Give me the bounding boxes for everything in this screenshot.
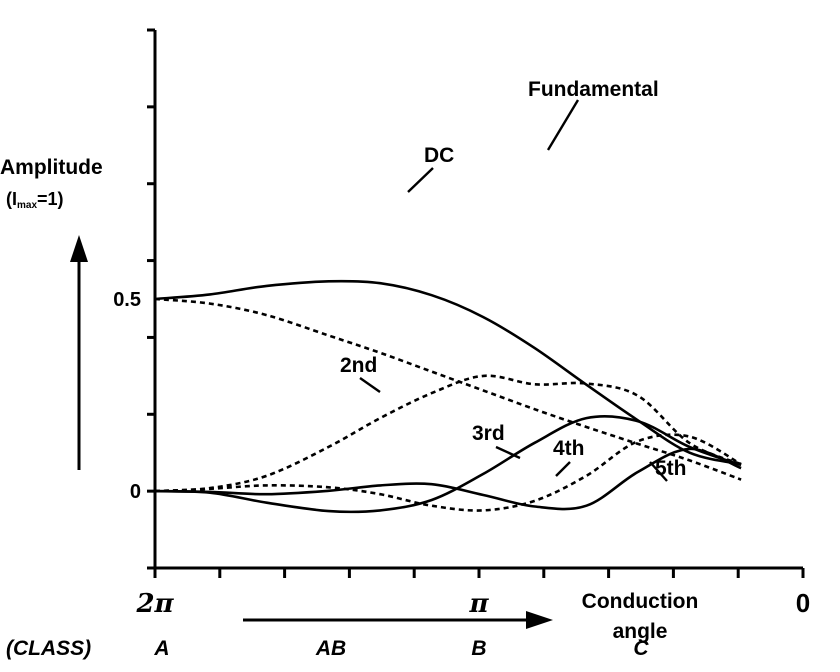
series-label-2nd: 2nd [340,354,377,377]
leader-line-3rd [495,445,521,460]
y-arrow-head [70,235,88,262]
series-label-4th: 4th [553,437,585,460]
series-line-4th [154,433,742,512]
leader-line-2nd [359,377,381,393]
class-label: (CLASS) [6,637,91,660]
leader-line-5th [649,461,668,482]
y-axis-sublabel: (Imax=1) [6,189,64,211]
x-tick-label: 0 [796,588,810,618]
leader-lines [359,99,668,482]
class-name: A [153,637,169,660]
curves [154,279,742,514]
series-line-2nd [154,374,742,493]
x-tick-label: 2π [135,589,174,619]
y-tick-label: 0.5 [113,289,141,311]
leader-line-fundamental [546,99,580,151]
series-line-fundamental [154,279,742,466]
series-line-dc [154,297,742,481]
series-label-3rd: 3rd [472,422,505,445]
series-line-5th [154,447,742,511]
series-label-dc: DC [424,144,454,167]
axes [147,28,805,578]
x-tick-label: π [468,589,489,619]
x-axis-label-line1: Conduction [582,590,699,613]
class-name: C [633,637,649,660]
class-name: B [471,637,486,660]
series-label-fundamental: Fundamental [528,78,659,101]
leader-line-dc [407,167,434,193]
leader-line-4th [555,461,571,477]
x-arrow-head [526,611,553,629]
y-tick-label: 0 [130,481,141,503]
series-label-5th: 5th [655,457,687,480]
y-axis-label: Amplitude [0,156,103,179]
class-name: AB [315,637,346,660]
x-axis-label-line2: angle [613,620,668,643]
